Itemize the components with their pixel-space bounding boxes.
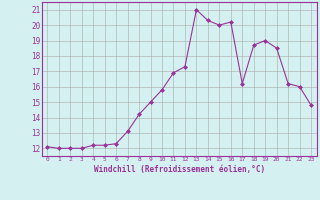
X-axis label: Windchill (Refroidissement éolien,°C): Windchill (Refroidissement éolien,°C) [94,165,265,174]
